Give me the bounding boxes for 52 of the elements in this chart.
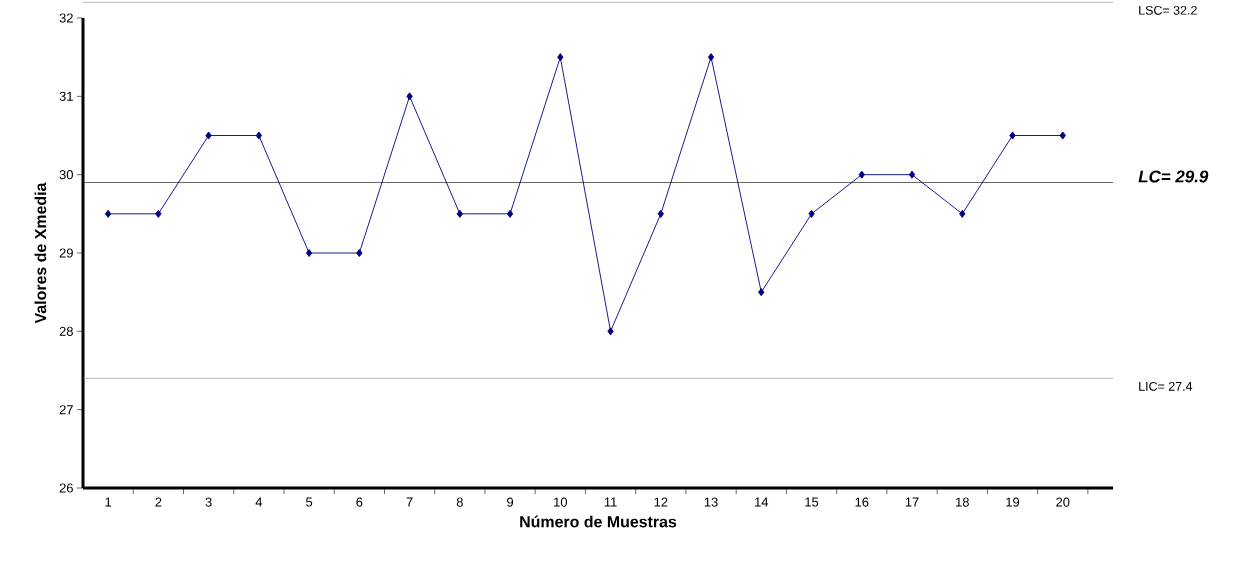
y-tick-label: 26 <box>59 483 73 493</box>
x-tick-label: 10 <box>554 497 568 507</box>
point <box>305 248 313 258</box>
point <box>707 53 715 62</box>
point <box>858 170 865 179</box>
point <box>1059 131 1066 140</box>
x-tick-label: 15 <box>805 497 819 507</box>
x-tick-label: 11 <box>604 497 617 507</box>
x-tick-label: 3 <box>205 497 212 507</box>
y-tick-label: 29 <box>59 248 73 258</box>
x-tick-label: 1 <box>105 497 112 507</box>
point <box>758 288 765 297</box>
ref-line-label: LIC= 27.4 <box>1139 381 1193 391</box>
y-tick-label: 27 <box>59 405 73 415</box>
y-tick-label: 28 <box>59 326 73 336</box>
ref-line-label: LSC= 32.2 <box>1139 5 1197 15</box>
point <box>255 131 262 140</box>
point <box>506 209 514 218</box>
x-tick-label: 17 <box>905 497 919 507</box>
point <box>908 170 916 179</box>
point <box>808 209 815 218</box>
point <box>557 53 564 62</box>
x-tick-label: 16 <box>855 497 869 507</box>
x-tick-label: 18 <box>956 497 969 507</box>
point <box>356 248 363 258</box>
point <box>959 209 966 218</box>
x-tick-label: 9 <box>507 497 514 507</box>
y-tick-label: 30 <box>59 170 73 180</box>
ref-line-label: LC= 29.9 <box>1138 170 1209 183</box>
point <box>104 209 112 218</box>
x-tick-label: 8 <box>456 497 463 507</box>
point <box>406 92 413 101</box>
x-tick-label: 19 <box>1006 497 1020 507</box>
x-tick-label: 12 <box>654 497 668 507</box>
x-tick-label: 4 <box>255 497 263 507</box>
point <box>607 327 614 336</box>
y-axis-title: Valores de Xmedia <box>34 182 47 324</box>
y-tick-label: 32 <box>59 13 73 23</box>
x-tick-label: 20 <box>1056 497 1070 507</box>
point <box>657 209 664 218</box>
x-axis-title: Número de Muestras <box>520 515 677 528</box>
point <box>155 209 162 218</box>
point <box>205 131 212 140</box>
x-tick-label: 14 <box>755 497 769 507</box>
point <box>1009 131 1016 140</box>
y-tick-label: 31 <box>59 91 73 101</box>
x-tick-label: 13 <box>704 497 718 507</box>
x-tick-label: 5 <box>306 497 313 507</box>
x-tick-label: 6 <box>356 497 363 507</box>
point <box>456 209 463 218</box>
x-tick-label: 2 <box>155 497 162 507</box>
x-tick-label: 7 <box>406 497 413 507</box>
